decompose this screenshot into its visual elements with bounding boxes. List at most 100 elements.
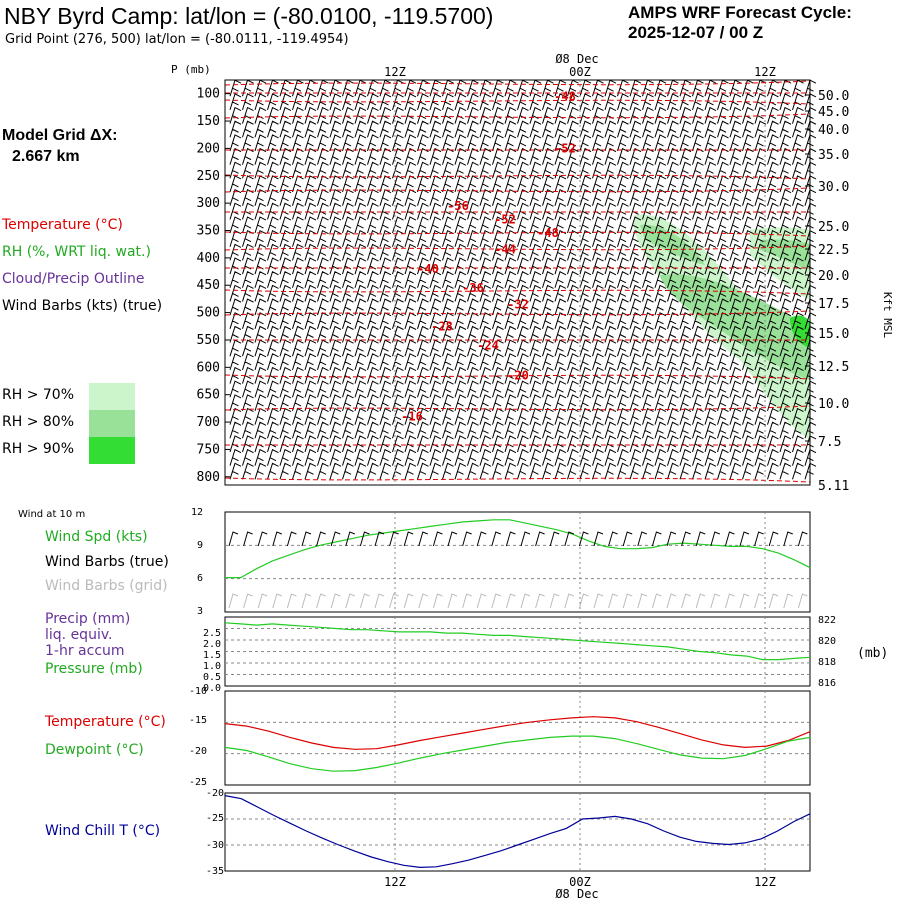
temperature-label: -52 — [494, 213, 516, 227]
grid-point-label: Grid Point (276, 500) lat/lon = (-80.011… — [5, 32, 349, 47]
legend-rh90: RH > 90% — [2, 441, 75, 457]
model-grid-label: Model Grid ΔX: — [2, 127, 118, 144]
precip-ytick-label: 1.0 — [203, 661, 221, 672]
pressure-tick-label: 300 — [197, 196, 220, 211]
isotherm-line — [224, 310, 811, 316]
temperature-label: -48 — [554, 89, 576, 103]
temperature-label: -28 — [431, 319, 453, 333]
isotherm-line — [224, 80, 811, 86]
isotherm-line — [224, 405, 811, 411]
legend-rh: RH (%, WRT liq. wat.) — [2, 244, 151, 260]
bottom-time-tick: 12Z — [384, 875, 406, 889]
precip-ytick-label: 0.0 — [203, 683, 221, 694]
height-tick-label: 50.0 — [818, 89, 849, 104]
height-tick-label: 20.0 — [818, 269, 849, 284]
wind-ytick-label: 9 — [197, 540, 203, 551]
temp-ytick-label: -15 — [189, 715, 207, 726]
windchill-ytick-label: -20 — [206, 788, 224, 799]
legend-temperature: Temperature (°C) — [2, 217, 123, 233]
swatch-rh80 — [89, 410, 135, 437]
wind-panel-title: Wind at 10 m — [18, 509, 86, 520]
pressure-ytick-label: 816 — [818, 678, 836, 689]
bottom-time-tick: 00Z — [569, 875, 591, 889]
windchill-ytick-label: -35 — [206, 866, 224, 877]
wind-barbs-true — [228, 531, 808, 547]
pressure-unit-label: (mb) — [857, 646, 888, 661]
isotherm-line — [224, 477, 811, 483]
forecast-cycle: AMPS WRF Forecast Cycle: 2025-12-07 / 00… — [628, 3, 852, 43]
height-tick-label: 10.0 — [818, 397, 849, 412]
pressure-axis-label: P (mb) — [171, 63, 211, 76]
temperature-label: -24 — [477, 338, 499, 352]
sounding-frame — [224, 79, 811, 486]
label-wind-true: Wind Barbs (true) — [45, 554, 169, 570]
model-grid-value: 2.667 km — [12, 148, 80, 165]
height-tick-label: 7.5 — [818, 435, 841, 450]
label-precip: Precip (mm) — [45, 611, 131, 627]
height-tick-label: 22.5 — [818, 243, 849, 258]
temperature-label: -48 — [537, 226, 559, 240]
windchill-ytick-label: -30 — [206, 840, 224, 851]
top-time-tick: 00Z — [569, 65, 591, 79]
label-wind-grid: Wind Barbs (grid) — [45, 578, 168, 594]
height-tick-label: 40.0 — [818, 123, 849, 138]
pressure-tick-label: 550 — [197, 333, 220, 348]
isotherm-line — [224, 289, 811, 295]
label-dewpoint: Dewpoint (°C) — [45, 742, 144, 758]
pressure-ytick-label: 820 — [818, 636, 836, 647]
temp-ytick-label: -10 — [189, 686, 207, 697]
height-tick-label: 15.0 — [818, 327, 849, 342]
wind-ytick-label: 3 — [197, 606, 203, 617]
pressure-tick-label: 500 — [197, 306, 220, 321]
height-tick-label: 17.5 — [818, 297, 849, 312]
legend-rh70: RH > 70% — [2, 387, 75, 403]
legend-rh80: RH > 80% — [2, 414, 75, 430]
label-windchill: Wind Chill T (°C) — [45, 823, 161, 839]
temp-ytick-label: -20 — [189, 746, 207, 757]
isotherm-line — [224, 174, 811, 180]
wind-ytick-label: 12 — [191, 507, 203, 518]
pressure-tick-label: 150 — [197, 114, 220, 129]
label-temperature: Temperature (°C) — [45, 714, 166, 730]
pressure-tick-label: 350 — [197, 224, 220, 239]
isotherm-line — [224, 231, 811, 237]
top-time-tick: 12Z — [384, 65, 406, 79]
temperature-label: -32 — [507, 297, 529, 311]
label-liq: liq. equiv. — [45, 627, 113, 643]
windchill-series-line — [224, 795, 811, 869]
height-tick-label: 12.5 — [818, 360, 849, 375]
pressure-tick-label: 750 — [197, 442, 220, 457]
pressure-ytick-label: 818 — [818, 657, 836, 668]
pressure-series-line — [224, 622, 811, 661]
temperature-label: -56 — [447, 199, 469, 213]
precip-ytick-label: 2.0 — [203, 639, 221, 650]
legend-wind-barbs: Wind Barbs (kts) (true) — [2, 298, 163, 314]
temperature-label: -40 — [417, 262, 439, 276]
label-pressure: Pressure (mb) — [45, 661, 143, 677]
pressure-tick-label: 100 — [197, 87, 220, 102]
swatch-rh70 — [89, 383, 135, 410]
temp-ytick-label: -25 — [189, 777, 207, 788]
page-title: NBY Byrd Camp: lat/lon = (-80.0100, -119… — [4, 3, 494, 29]
temp-series-line — [224, 716, 811, 750]
height-tick-label: 25.0 — [818, 220, 849, 235]
precip-ytick-label: 2.5 — [203, 628, 221, 639]
isotherm-line — [224, 187, 811, 193]
pressure-tick-label: 200 — [197, 141, 220, 156]
label-wind-spd: Wind Spd (kts) — [45, 529, 148, 545]
isotherm-line — [224, 113, 811, 119]
windchill-ytick-label: -25 — [206, 813, 224, 824]
label-accum: 1-hr accum — [45, 643, 125, 659]
pressure-tick-label: 450 — [197, 278, 220, 293]
legend-cloud: Cloud/Precip Outline — [2, 271, 145, 287]
temperature-label: -44 — [494, 243, 516, 257]
height-tick-label: 5.11 — [818, 479, 849, 494]
precip-ytick-label: 0.5 — [203, 672, 221, 683]
top-date-label: Ø8 Dec — [555, 52, 598, 66]
temperature-label: -16 — [401, 410, 423, 424]
windchill-frame — [224, 792, 811, 872]
isotherm-line — [224, 245, 811, 251]
height-tick-label: 35.0 — [818, 148, 849, 163]
temperature-label: -20 — [507, 369, 529, 383]
